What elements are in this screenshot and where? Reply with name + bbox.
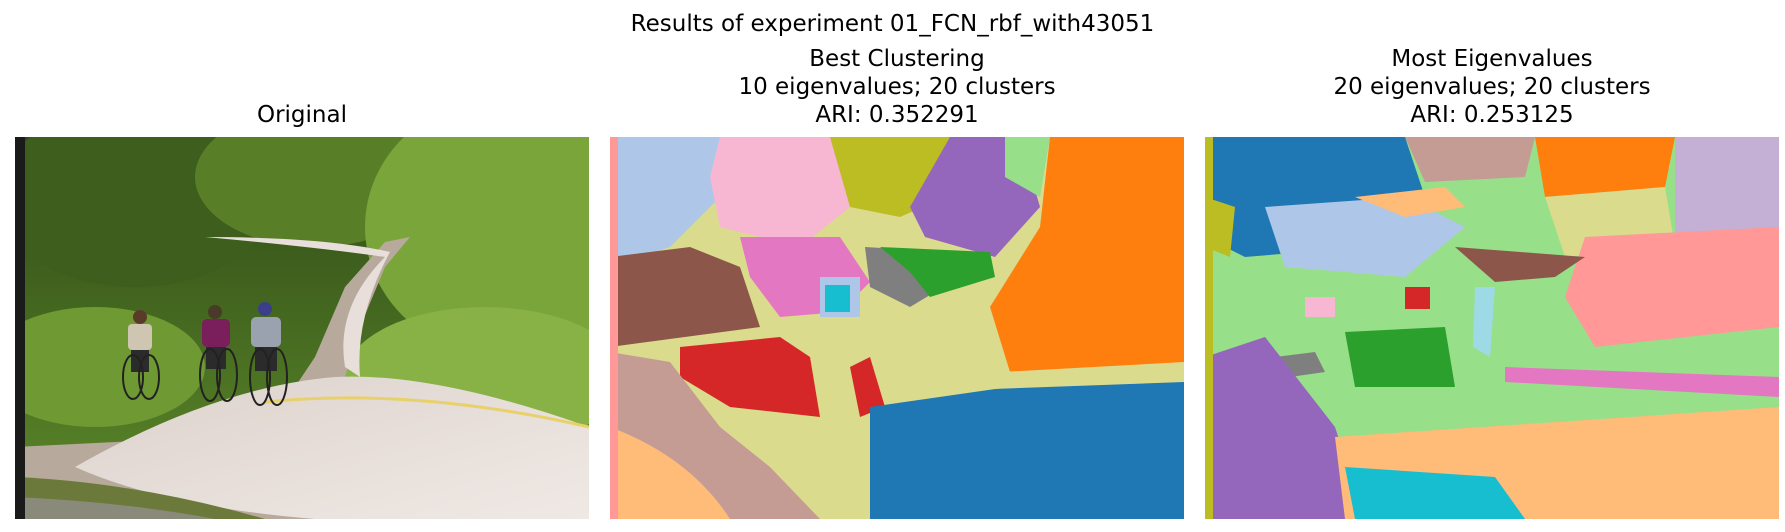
best-clustering-segmentation xyxy=(610,137,1184,519)
figure-suptitle: Results of experiment 01_FCN_rbf_with430… xyxy=(630,11,1155,37)
panel-title-most-eigenvalues: Most Eigenvalues 20 eigenvalues; 20 clus… xyxy=(1205,45,1779,129)
original-image xyxy=(15,137,589,519)
panel-title-line: 20 eigenvalues; 20 clusters xyxy=(1333,74,1651,100)
panel-title-line: Original xyxy=(256,102,347,128)
most-eigenvalues-map xyxy=(1205,137,1779,519)
best-clustering-map xyxy=(610,137,1184,519)
panel-title-line: ARI: 0.352291 xyxy=(815,102,979,128)
panel-title-original: Original xyxy=(15,101,589,129)
panel-title-line: Most Eigenvalues xyxy=(1391,46,1593,72)
panel-title-line: 10 eigenvalues; 20 clusters xyxy=(738,74,1056,100)
panel-title-line: Best Clustering xyxy=(809,46,985,72)
panel-title-line: ARI: 0.253125 xyxy=(1410,102,1574,128)
most-eigenvalues-segmentation xyxy=(1205,137,1779,519)
panel-title-best-clustering: Best Clustering 10 eigenvalues; 20 clust… xyxy=(610,45,1184,129)
original-photo-illustration xyxy=(15,137,589,519)
